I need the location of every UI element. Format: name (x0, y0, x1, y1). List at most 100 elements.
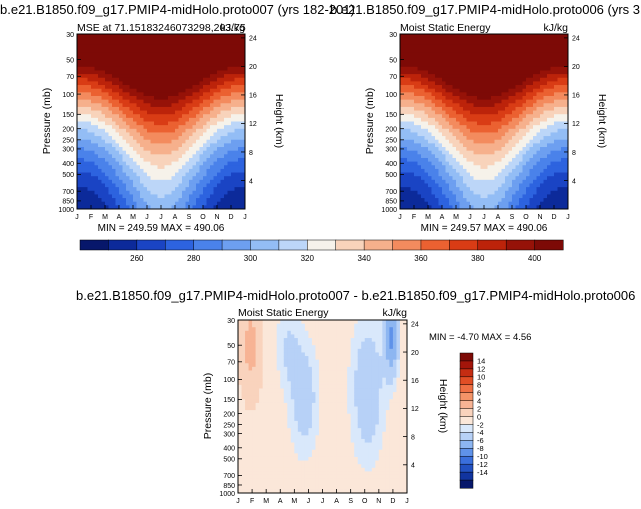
panel1-cell (91, 88, 95, 93)
panel2-cell (435, 70, 439, 75)
panel2-cell (501, 66, 506, 71)
panel1-cell (112, 59, 116, 64)
panel1-cell (234, 66, 239, 71)
panel2-cell (449, 179, 453, 184)
panel1-cell (80, 194, 85, 199)
panel3-cell (252, 384, 256, 389)
panel1-cell (182, 165, 186, 170)
panel1-cell (94, 176, 99, 181)
panel2-cell (449, 88, 453, 93)
panel1-cell (98, 66, 102, 71)
panel1-cell (234, 139, 239, 144)
panel1-cell (105, 44, 109, 49)
colorbar-shared-box (221, 239, 252, 251)
panel2-cell (417, 132, 422, 137)
panel1-cell (178, 147, 183, 152)
panel2-cell (407, 52, 411, 57)
panel2-cell (526, 176, 530, 181)
panel2-cell (480, 168, 485, 173)
panel1-cell (136, 190, 141, 195)
panel2-cell (424, 143, 429, 148)
panel3-cell (245, 435, 249, 440)
panel1-cell (84, 183, 88, 188)
panel2-cell (522, 132, 527, 137)
panel1-cell (199, 161, 204, 166)
panel1-cell (133, 95, 137, 101)
panel1-cell (241, 198, 246, 203)
panel1-cell (157, 88, 162, 93)
panel1-cell (185, 44, 190, 49)
panel3-cell (241, 341, 246, 346)
panel1-cell (241, 99, 246, 104)
panel1-cell (185, 161, 190, 166)
panel2-cell (417, 117, 422, 122)
panel1-cell (241, 48, 246, 53)
panel1-cell (150, 74, 155, 79)
panel2-cell (431, 92, 436, 97)
panel2-cell (554, 157, 558, 163)
panel1-cell (80, 117, 85, 122)
panel1-cell (87, 70, 92, 75)
panel1-cell (175, 139, 179, 144)
panel1-cell (192, 194, 197, 199)
panel2-cell (561, 48, 565, 53)
panel3-cell (252, 323, 256, 328)
panel2-cell (536, 150, 541, 155)
panel2-cell (477, 128, 481, 133)
panel1-cell (150, 95, 155, 101)
panel2-cell (435, 205, 439, 210)
panel1-cell (182, 92, 186, 97)
panel2-cell (533, 172, 537, 177)
panel2-cell (512, 117, 516, 122)
panel2-cell (417, 139, 422, 144)
panel1-cell (133, 52, 137, 57)
panel2-cell (466, 117, 471, 122)
panel1-cell (133, 121, 137, 126)
panel1-cell (94, 37, 99, 42)
panel3-cell (238, 417, 242, 422)
panel1-cell (126, 176, 130, 181)
panel2-cell (445, 92, 450, 97)
panel1-cell (161, 179, 165, 184)
panel2-cell (473, 179, 478, 184)
panel2-cell (438, 201, 443, 206)
panel2-cell (466, 52, 471, 57)
panel2-cell (421, 190, 425, 195)
panel1-cell (91, 103, 95, 108)
panel2-cell (431, 117, 436, 122)
panel2-cell (564, 92, 569, 97)
panel2-cell (400, 37, 404, 42)
panel1-cell (84, 37, 88, 42)
panel1-cell (171, 128, 176, 133)
panel2-cell (431, 143, 436, 148)
panel1-cell (122, 168, 127, 173)
panel1-cell (185, 157, 190, 163)
panel2-cell (424, 110, 429, 115)
panel1-cell (101, 85, 106, 90)
panel1-cell (136, 183, 141, 188)
panel1-cell (231, 161, 235, 166)
panel1-cell (175, 37, 179, 42)
panel3-cell (248, 435, 253, 440)
panel2-cell (554, 55, 558, 60)
panel1-cell (91, 201, 95, 206)
panel1-cell (182, 110, 186, 115)
panel2-cell (477, 52, 481, 57)
panel1-cell (175, 154, 179, 159)
panel1-cell (175, 48, 179, 53)
panel2-cell (470, 139, 474, 144)
panel2-cell (484, 63, 488, 68)
panel1-cell (129, 66, 134, 71)
panel2-title: b.e21.B1850.f09_g17.PMIP4-midHolo.proto0… (330, 2, 641, 17)
panel2-cell (470, 168, 474, 173)
panel2-cell (547, 172, 551, 177)
panel2-cell (466, 34, 471, 39)
panel2-cell (484, 74, 488, 79)
panel1-cell (105, 161, 109, 166)
panel1-cell (192, 95, 197, 101)
panel2-cell (442, 77, 446, 82)
panel1-cell (98, 103, 102, 108)
panel2-cell (403, 106, 408, 111)
panel1-cell (217, 157, 221, 163)
panel1-cell (213, 179, 218, 184)
